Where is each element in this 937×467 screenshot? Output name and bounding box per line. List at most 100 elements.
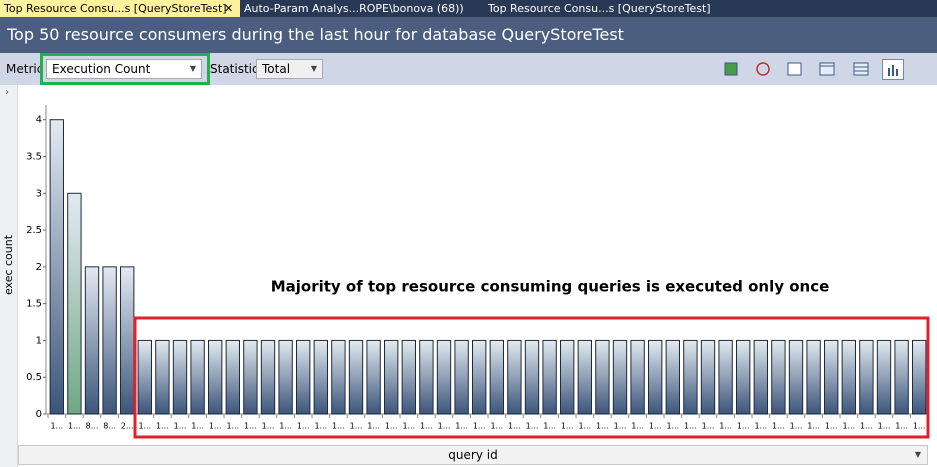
x-tick-label: 1... xyxy=(684,422,697,431)
grid-view-button[interactable] xyxy=(816,59,838,80)
statistic-dropdown[interactable]: Total ▼ xyxy=(256,59,323,79)
bar xyxy=(454,339,469,415)
x-tick-label: 1... xyxy=(614,422,627,431)
bar xyxy=(771,339,786,415)
x-tick-label: 1... xyxy=(790,422,803,431)
bar xyxy=(524,339,540,415)
dropdown-arrow: ▼ xyxy=(310,64,317,73)
y-tick-label: 2 xyxy=(36,262,42,273)
icon xyxy=(787,62,802,76)
x-tick-label: 1... xyxy=(226,422,239,431)
chart-area: 0 0.5 1 1.5 2 2.5 3 3.5 4 1... 1... 8... 8... 2... 1..… xyxy=(2,85,937,445)
bar xyxy=(137,339,152,415)
x-tick-label: 2... xyxy=(121,422,134,431)
x-tick-label: 1... xyxy=(332,422,345,431)
bar xyxy=(876,339,892,415)
view-plan-button[interactable] xyxy=(784,59,806,80)
x-tick-label: 1... xyxy=(50,422,63,431)
dropdown-arrow: ▼ xyxy=(914,450,921,459)
bar xyxy=(665,339,680,415)
bar xyxy=(208,339,223,415)
x-tick-label: 1... xyxy=(191,422,204,431)
x-tick-label: 1... xyxy=(702,422,715,431)
bar xyxy=(419,339,434,415)
statistic-value: Total xyxy=(262,62,291,76)
icon xyxy=(724,62,738,76)
x-tick-label: 1... xyxy=(490,422,503,431)
y-tick-label: 0 xyxy=(36,409,42,420)
tab[interactable]: Top Resource Consu...s [QueryStoreTest] xyxy=(484,0,748,17)
statistic-label: Statistic xyxy=(210,62,259,76)
grid-detail-button[interactable] xyxy=(850,59,872,80)
x-axis-dropdown[interactable]: query id ▼ xyxy=(18,445,928,465)
bar xyxy=(243,339,258,415)
x-tick-label: 1... xyxy=(631,422,644,431)
report-header: Top 50 resource consumers during the las… xyxy=(0,17,937,53)
bar xyxy=(595,339,610,415)
report-title: Top 50 resource consumers during the las… xyxy=(7,25,624,44)
bar xyxy=(700,339,716,415)
x-tick-label: 1... xyxy=(138,422,151,431)
chart: 0 0.5 1 1.5 2 2.5 3 3.5 4 1... 1... 8... 8... 2... 1..… xyxy=(26,105,930,439)
refresh-button[interactable] xyxy=(720,59,742,80)
bar xyxy=(736,339,751,415)
bar xyxy=(120,266,135,415)
collapse-arrow: › xyxy=(5,87,9,98)
bar xyxy=(49,119,64,415)
bar xyxy=(102,266,117,415)
bar xyxy=(278,339,293,415)
x-tick-label: 1... xyxy=(174,422,187,431)
bar xyxy=(507,339,522,415)
bar xyxy=(841,339,856,415)
icon xyxy=(819,62,835,76)
x-axis-label: query id xyxy=(448,448,498,462)
x-tick-label: 1... xyxy=(825,422,838,431)
x-tick-label: 1... xyxy=(156,422,169,431)
chart-view-button[interactable] xyxy=(882,59,904,80)
bar xyxy=(190,339,205,415)
bar xyxy=(260,339,276,415)
tab-bar: Top Resource Consu...s [QueryStoreTest] … xyxy=(0,0,937,17)
bar xyxy=(630,339,645,415)
y-axis-label: exec count xyxy=(2,234,15,295)
tab-title: Top Resource Consu...s [QueryStoreTest] xyxy=(4,2,227,15)
tab[interactable]: Auto-Param Analys...ROPE\bonova (68)) xyxy=(240,0,484,17)
y-tick-label: 1 xyxy=(36,335,42,346)
toolbar: Metric Execution Count ▼ Statistic Total ▼ xyxy=(0,53,937,85)
x-tick-label: 1... xyxy=(666,422,679,431)
y-tick-label: 2.5 xyxy=(26,225,42,236)
y-tick-label: 3.5 xyxy=(26,152,42,163)
icon xyxy=(888,65,898,76)
dropdown-arrow: ▼ xyxy=(189,64,196,73)
bar xyxy=(788,339,804,415)
metric-dropdown[interactable]: Execution Count ▼ xyxy=(46,59,202,79)
x-tick-label: 1... xyxy=(314,422,327,431)
icon xyxy=(756,62,770,76)
side-collapse[interactable]: › xyxy=(0,85,18,467)
bar xyxy=(648,339,663,415)
bar xyxy=(542,339,557,415)
bar xyxy=(313,339,328,415)
bar xyxy=(612,339,628,415)
bar xyxy=(489,339,504,415)
tab[interactable]: Top Resource Consu...s [QueryStoreTest] xyxy=(0,0,240,17)
x-tick-label: 1... xyxy=(895,422,908,431)
tab-close[interactable]: ✕ xyxy=(224,2,234,15)
x-tick-label: 1... xyxy=(737,422,750,431)
x-tick-label: 1... xyxy=(420,422,433,431)
x-tick-label: 1... xyxy=(878,422,891,431)
track-button[interactable] xyxy=(752,59,774,80)
bar xyxy=(296,339,311,415)
tab-title: Auto-Param Analys...ROPE\bonova (68)) xyxy=(244,2,464,15)
bar xyxy=(67,192,82,415)
x-tick-label: 1... xyxy=(842,422,855,431)
x-tick-label: 1... xyxy=(578,422,591,431)
bar xyxy=(560,339,575,415)
bar xyxy=(331,339,346,415)
bar xyxy=(472,339,487,415)
bar xyxy=(577,339,592,415)
bar xyxy=(436,339,452,415)
x-tick-label: 1... xyxy=(596,422,609,431)
x-tick-label: 1... xyxy=(402,422,415,431)
x-tick-label: 1... xyxy=(244,422,257,431)
